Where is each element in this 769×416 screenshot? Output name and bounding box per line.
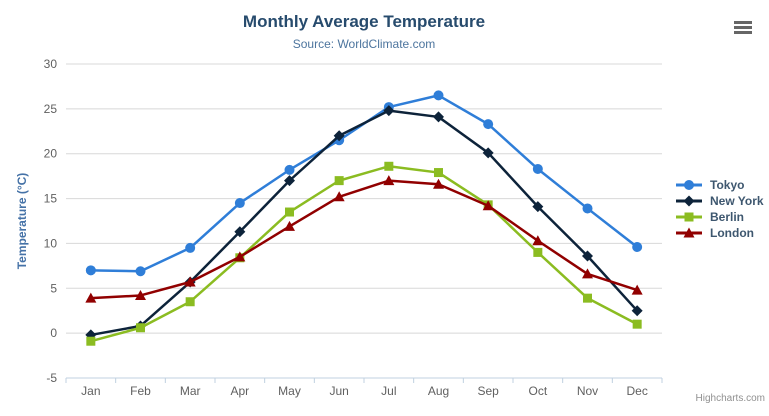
series-marker-london[interactable]: [532, 235, 544, 246]
square-marker-icon: [676, 212, 702, 222]
x-axis-label: May: [278, 384, 301, 398]
y-axis-label: 15: [44, 192, 58, 206]
y-axis-label: 10: [44, 236, 58, 250]
series-marker-berlin[interactable]: [285, 207, 294, 217]
series-marker-berlin[interactable]: [86, 336, 96, 346]
series-marker-new-york[interactable]: [333, 130, 345, 142]
circle-marker-icon: [676, 180, 702, 190]
y-axis-label: 25: [44, 102, 58, 116]
legend-item-berlin[interactable]: Berlin: [675, 209, 764, 225]
legend-marker[interactable]: [684, 180, 694, 190]
series-marker-london[interactable]: [582, 268, 593, 279]
series-line-london[interactable]: [89, 179, 639, 300]
credits-link[interactable]: Highcharts.com: [695, 393, 765, 404]
series-marker-tokyo[interactable]: [284, 164, 295, 175]
series-marker-new-york[interactable]: [284, 175, 295, 187]
x-axis-label: Sep: [477, 384, 499, 398]
legend-marker[interactable]: [683, 195, 695, 207]
series-marker-new-york[interactable]: [631, 305, 643, 317]
diamond-marker-icon: [676, 195, 702, 207]
y-axis-label: -5: [46, 371, 57, 385]
series-marker-tokyo[interactable]: [632, 242, 643, 253]
series-marker-london[interactable]: [234, 251, 246, 262]
series-marker-berlin[interactable]: [434, 168, 443, 178]
series-marker-new-york[interactable]: [582, 250, 593, 262]
x-axis-label: Nov: [577, 384, 598, 398]
series-marker-london[interactable]: [284, 220, 295, 231]
export-menu-button[interactable]: [732, 19, 754, 36]
y-axis-title: Temperature (°C): [15, 173, 29, 270]
series-marker-berlin[interactable]: [583, 293, 592, 303]
x-axis-label: Oct: [528, 384, 547, 398]
series-line-berlin[interactable]: [89, 165, 639, 343]
series-marker-london[interactable]: [333, 191, 345, 202]
legend-marker[interactable]: [684, 212, 694, 222]
x-axis-label: Dec: [626, 384, 647, 398]
series-marker-berlin[interactable]: [632, 319, 642, 329]
series-marker-new-york[interactable]: [433, 111, 444, 123]
x-axis-label: Mar: [180, 384, 201, 398]
triangle-marker-icon: [676, 227, 702, 238]
y-axis-label: 5: [50, 281, 57, 295]
series-marker-berlin[interactable]: [185, 297, 195, 307]
series-marker-london[interactable]: [85, 292, 97, 303]
series-marker-tokyo[interactable]: [185, 242, 196, 253]
legend-marker[interactable]: [683, 227, 695, 238]
series-marker-london[interactable]: [135, 289, 146, 300]
series-marker-berlin[interactable]: [533, 247, 543, 257]
series-line-tokyo[interactable]: [89, 94, 639, 273]
series-marker-berlin[interactable]: [384, 161, 394, 171]
series-marker-new-york[interactable]: [482, 147, 494, 159]
legend-item-tokyo[interactable]: Tokyo: [675, 177, 764, 193]
chart-title: Monthly Average Temperature: [242, 12, 486, 31]
series-marker-tokyo[interactable]: [234, 198, 245, 209]
legend-label: Tokyo: [710, 178, 745, 192]
series-marker-tokyo[interactable]: [85, 265, 96, 276]
series-marker-tokyo[interactable]: [483, 119, 494, 130]
legend-label: New York: [710, 194, 764, 208]
x-axis-label: Feb: [130, 384, 151, 398]
series-marker-london[interactable]: [184, 276, 196, 287]
chart-subtitle: Source: WorldClimate.com: [292, 37, 436, 51]
x-axis-label: Jan: [81, 384, 100, 398]
series-marker-tokyo[interactable]: [135, 266, 146, 277]
series-marker-new-york[interactable]: [532, 201, 544, 213]
series-marker-london[interactable]: [383, 175, 395, 186]
series-line-new-york[interactable]: [89, 109, 639, 337]
series-marker-london[interactable]: [631, 284, 643, 295]
x-axis-label: Jul: [381, 384, 396, 398]
y-axis-label: 30: [44, 57, 58, 71]
series-marker-london[interactable]: [482, 200, 494, 211]
series-marker-new-york[interactable]: [234, 226, 246, 238]
series-marker-london[interactable]: [433, 178, 444, 189]
y-axis-label: 0: [50, 326, 57, 340]
x-axis-label: Apr: [230, 384, 249, 398]
series-marker-tokyo[interactable]: [582, 203, 593, 214]
series-marker-berlin[interactable]: [334, 176, 344, 186]
series-marker-tokyo[interactable]: [433, 90, 444, 101]
x-axis-label: Jun: [329, 384, 348, 398]
legend-label: Berlin: [710, 210, 745, 224]
series-marker-tokyo[interactable]: [532, 163, 543, 174]
legend-item-new-york[interactable]: New York: [675, 193, 764, 209]
y-axis-label: 20: [44, 147, 58, 161]
series-marker-new-york[interactable]: [383, 105, 395, 117]
legend-item-london[interactable]: London: [675, 225, 764, 241]
x-axis-label: Aug: [428, 384, 449, 398]
hamburger-icon: [734, 21, 752, 34]
legend: Tokyo New York Berlin London: [675, 177, 764, 241]
series-marker-berlin[interactable]: [136, 323, 145, 333]
legend-label: London: [710, 226, 754, 240]
